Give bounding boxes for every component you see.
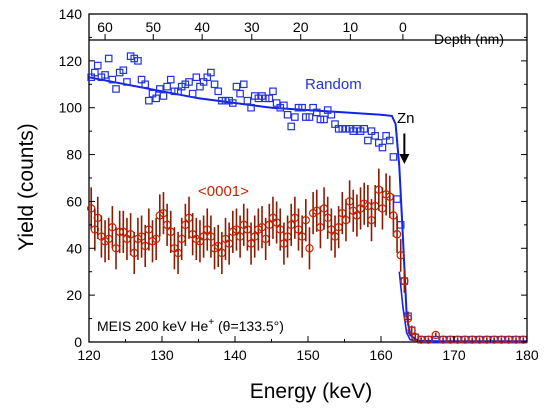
channel-data-point [305,244,314,253]
random-data-point [287,122,296,131]
channel-data-point [424,335,433,344]
x-tick-label: 160 [369,347,393,363]
y-tick-label: 40 [66,240,82,256]
random-data-point [247,103,255,112]
plot-area [86,13,528,344]
random-data-point [185,78,193,86]
random-data-point [229,99,237,107]
random-data-point [283,110,292,119]
random-data-point [141,80,150,89]
x-tick-label: 180 [515,347,539,363]
random-data-point [298,103,306,112]
random-data-point [112,85,120,93]
measurement-info-prefix: MEIS 200 keV He [97,318,208,334]
y-axis-title: Yield (counts) [15,123,38,251]
channel-data-point [407,326,416,335]
depth-tick-label: 50 [145,19,161,35]
random-data-point [232,82,241,91]
random-data-point [123,78,131,86]
measurement-info-sup: + [208,317,214,328]
random-data-point [152,94,160,103]
y-tick-label: 80 [66,147,82,163]
channel-data-point [301,215,311,225]
y-tick-label: 20 [66,287,82,303]
random-data-point [291,113,299,121]
random-data-point [163,82,171,91]
channel-data-point [400,276,409,286]
channel-data-point [396,251,405,260]
random-data-point [210,80,219,89]
zn-arrow [399,133,410,164]
depth-tick-label: 40 [194,19,210,35]
plot-frame [88,13,528,343]
random-data-point [159,92,168,100]
channel-data-point [403,314,413,323]
random-data-point [108,75,117,84]
y-tick-label: 100 [59,100,83,116]
measurement-info: MEIS 200 keV He+ (θ=133.5°) [97,317,284,334]
zn-label: Zn [397,110,415,127]
random-data-point [93,61,102,70]
random-data-point [134,57,142,65]
x-tick-label: 170 [442,347,466,363]
random-data-point [393,195,401,203]
y-tick-label: 60 [66,193,82,209]
measurement-info-suffix: (θ=133.5°) [214,318,284,334]
random-data-point [280,101,288,110]
depth-tick-label: 10 [343,19,359,35]
random-data-point [385,136,394,145]
random-data-point [371,132,379,140]
random-data-point [156,85,164,93]
depth-tick-label: 20 [293,19,309,35]
y-tick-label: 0 [74,334,82,350]
random-data-point [91,68,99,77]
channel-data-point [392,230,402,239]
random-data-point [389,153,398,161]
depth-tick-label: 30 [244,19,260,35]
random-data-point [188,89,197,98]
y-tick-label: 120 [59,53,83,69]
random-data-point [265,94,274,103]
random-data-point [166,75,175,84]
random-data-point [207,68,215,77]
depth-tick-label: 0 [399,19,407,35]
random-data-point [239,80,248,89]
random-label: Random [305,76,362,93]
channel-data-point [151,234,161,244]
aligned-fit-curve [398,271,527,343]
random-data-point [305,113,314,121]
channel-data-point [431,330,440,340]
random-data-point [312,108,321,117]
channel-label: <0001> [198,183,249,200]
random-data-point [145,96,153,105]
random-data-point [101,71,109,79]
random-data-point [104,54,113,63]
x-tick-label: 120 [77,347,101,363]
depth-axis-title: Depth (nm) [434,31,504,47]
random-data-point [214,87,223,96]
depth-axis-ticks: 60 50 40 30 20 10 0 [97,19,407,40]
random-data-point [360,124,369,133]
random-data-point [378,143,387,152]
x-tick-label: 130 [150,347,174,363]
random-data-point [192,73,201,82]
x-tick-label: 150 [296,347,320,363]
x-axis-title: Energy (keV) [250,380,373,403]
random-fit-curve [88,76,527,343]
y-tick-label: 140 [59,6,83,22]
random-data-point [327,110,336,119]
zn-arrow-head [399,153,410,164]
random-data-point [236,89,244,98]
depth-tick-label: 60 [97,19,113,35]
random-data-point [243,96,252,105]
random-data-point [269,87,277,96]
random-data-point [320,115,328,124]
random-data-point [119,66,128,75]
x-tick-label: 140 [223,347,247,363]
x-axis-ticks: 120 130 140 150 160 170 180 [77,336,539,363]
random-data-point [364,136,372,145]
